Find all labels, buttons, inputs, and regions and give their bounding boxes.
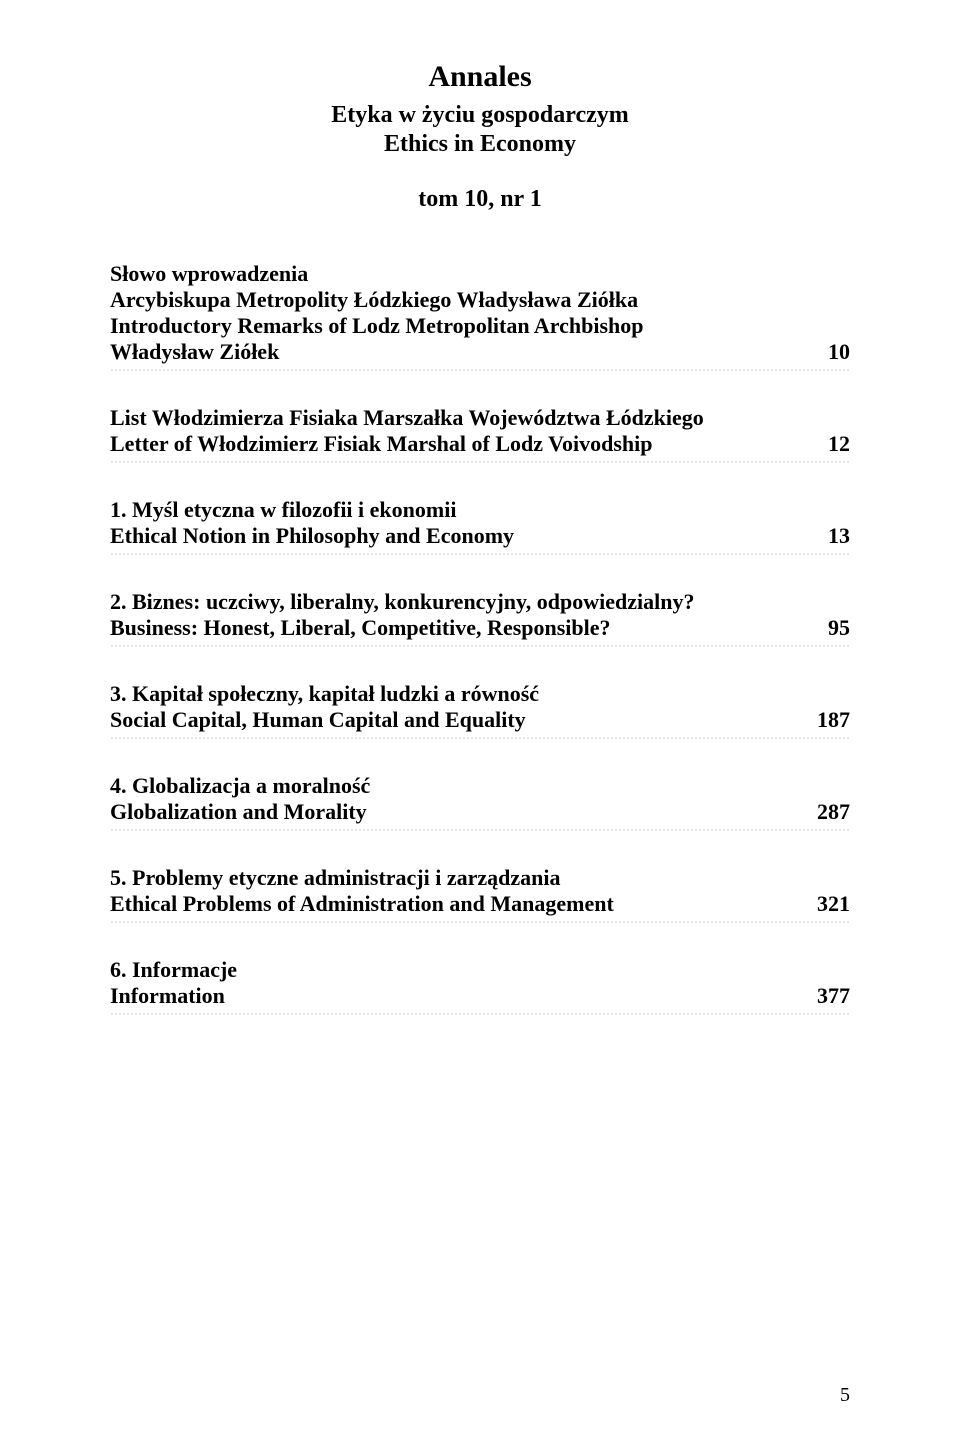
toc-entry-line: 4. Globalizacja a moralność: [110, 773, 850, 799]
toc-entry-last-row: Globalization and Morality287: [110, 799, 850, 825]
toc-entry-line: Ethical Problems of Administration and M…: [110, 891, 797, 917]
toc-entry-line: Information: [110, 983, 797, 1009]
leader-dots: [110, 369, 850, 371]
toc-entry-line: Business: Honest, Liberal, Competitive, …: [110, 615, 808, 641]
toc-entry-line: Arcybiskupa Metropolity Łódzkiego Władys…: [110, 287, 850, 313]
toc-entry-page: 95: [808, 615, 850, 641]
main-title: Annales: [110, 60, 850, 94]
toc-entry: 4. Globalizacja a moralnośćGlobalization…: [110, 773, 850, 831]
toc-entry-last-row: Information377: [110, 983, 850, 1009]
toc-entry-last-row: Ethical Notion in Philosophy and Economy…: [110, 523, 850, 549]
toc-entry: Słowo wprowadzeniaArcybiskupa Metropolit…: [110, 261, 850, 371]
toc-entry-lines: 5. Problemy etyczne administracji i zarz…: [110, 865, 850, 917]
toc-entry-page: 187: [797, 707, 850, 733]
toc-entry-line: 3. Kapitał społeczny, kapitał ludzki a r…: [110, 681, 850, 707]
toc-entry: 6. InformacjeInformation377: [110, 957, 850, 1015]
leader-dots: [110, 553, 850, 555]
leader-dots: [110, 1013, 850, 1015]
leader-dots: [110, 829, 850, 831]
toc-entry-page: 287: [797, 799, 850, 825]
toc-entry-page: 377: [797, 983, 850, 1009]
toc-entry-last-row: Letter of Włodzimierz Fisiak Marshal of …: [110, 431, 850, 457]
toc-entry-line: List Włodzimierza Fisiaka Marszałka Woje…: [110, 405, 850, 431]
toc-entry-lines: 3. Kapitał społeczny, kapitał ludzki a r…: [110, 681, 850, 733]
toc-entry-line: Globalization and Morality: [110, 799, 797, 825]
toc-entry-lines: Słowo wprowadzeniaArcybiskupa Metropolit…: [110, 261, 850, 365]
toc-entry-lines: 1. Myśl etyczna w filozofii i ekonomiiEt…: [110, 497, 850, 549]
toc-entry-line: 2. Biznes: uczciwy, liberalny, konkurenc…: [110, 589, 850, 615]
toc-entry-lines: 2. Biznes: uczciwy, liberalny, konkurenc…: [110, 589, 850, 641]
toc-entry-line: Introductory Remarks of Lodz Metropolita…: [110, 313, 850, 339]
toc-entry-lines: List Włodzimierza Fisiaka Marszałka Woje…: [110, 405, 850, 457]
toc-entry-last-row: Władysław Ziółek10: [110, 339, 850, 365]
leader-dots: [110, 645, 850, 647]
toc-entry-line: 5. Problemy etyczne administracji i zarz…: [110, 865, 850, 891]
toc-entry-last-row: Ethical Problems of Administration and M…: [110, 891, 850, 917]
toc-entry-line: 1. Myśl etyczna w filozofii i ekonomii: [110, 497, 850, 523]
toc-entry-lines: 4. Globalizacja a moralnośćGlobalization…: [110, 773, 850, 825]
toc-entry-lines: 6. InformacjeInformation377: [110, 957, 850, 1009]
toc-entry-line: Ethical Notion in Philosophy and Economy: [110, 523, 808, 549]
toc-entry-page: 12: [808, 431, 850, 457]
toc-entry-line: 6. Informacje: [110, 957, 850, 983]
toc-entry: 2. Biznes: uczciwy, liberalny, konkurenc…: [110, 589, 850, 647]
header: Annales Etyka w życiu gospodarczym Ethic…: [110, 60, 850, 213]
page-number: 5: [840, 1384, 850, 1407]
toc-entry: 3. Kapitał społeczny, kapitał ludzki a r…: [110, 681, 850, 739]
toc-entry-line: Social Capital, Human Capital and Equali…: [110, 707, 797, 733]
leader-dots: [110, 737, 850, 739]
toc-entry-line: Władysław Ziółek: [110, 339, 808, 365]
toc-entry-last-row: Social Capital, Human Capital and Equali…: [110, 707, 850, 733]
toc-entry-line: Letter of Włodzimierz Fisiak Marshal of …: [110, 431, 808, 457]
subtitle-1: Etyka w życiu gospodarczym: [110, 102, 850, 129]
leader-dots: [110, 461, 850, 463]
toc-entry: 5. Problemy etyczne administracji i zarz…: [110, 865, 850, 923]
toc-entry-line: Słowo wprowadzenia: [110, 261, 850, 287]
toc-entry: 1. Myśl etyczna w filozofii i ekonomiiEt…: [110, 497, 850, 555]
toc-entry-page: 321: [797, 891, 850, 917]
volume: tom 10, nr 1: [110, 186, 850, 213]
toc-entry-last-row: Business: Honest, Liberal, Competitive, …: [110, 615, 850, 641]
toc-entry-page: 13: [808, 523, 850, 549]
leader-dots: [110, 921, 850, 923]
subtitle-2: Ethics in Economy: [110, 131, 850, 158]
toc-entry-page: 10: [808, 339, 850, 365]
table-of-contents: Słowo wprowadzeniaArcybiskupa Metropolit…: [110, 261, 850, 1015]
toc-entry: List Włodzimierza Fisiaka Marszałka Woje…: [110, 405, 850, 463]
